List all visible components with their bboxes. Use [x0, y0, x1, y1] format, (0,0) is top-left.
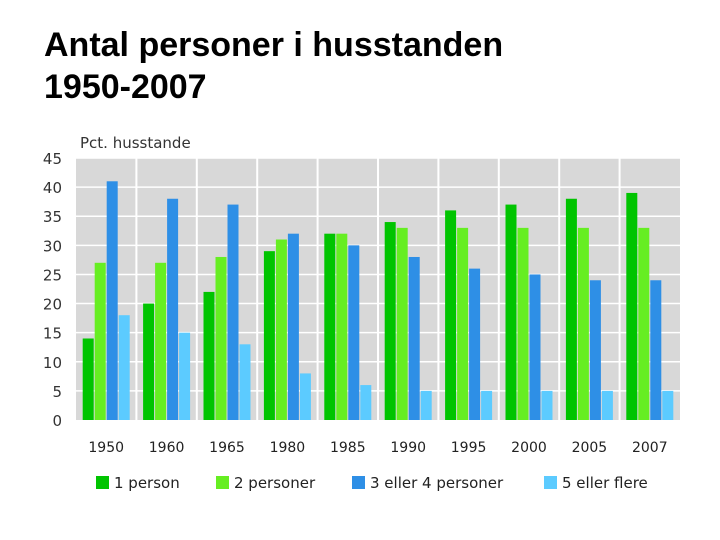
bar-2007-series-3	[650, 280, 662, 420]
bar-1950-series-1	[82, 338, 94, 420]
bar-1980-series-4	[299, 373, 311, 420]
bar-2007-series-4	[662, 390, 674, 420]
bar-1950-series-2	[94, 262, 106, 420]
y-tick-label: 5	[52, 383, 62, 401]
x-tick-label: 1985	[330, 440, 366, 456]
bar-1980-series-1	[263, 251, 275, 420]
bar-1995-series-1	[445, 210, 457, 420]
legend: 1 person 2 personer 3 eller 4 personer 5 el…	[96, 474, 648, 492]
bar-1965-series-2	[215, 256, 227, 420]
bar-1965-series-4	[239, 344, 251, 420]
x-tick-label: 1960	[149, 440, 185, 456]
x-tick-label: 1965	[209, 440, 245, 456]
y-axis-label: Pct. husstande	[80, 134, 191, 152]
y-tick-label: 15	[43, 325, 62, 343]
bar-1985-series-4	[360, 385, 372, 420]
x-tick-label: 2000	[511, 440, 547, 456]
bar-1985-series-1	[324, 233, 336, 420]
title-line-2: 1950-2007	[44, 68, 207, 106]
bar-1980-series-3	[287, 233, 299, 420]
legend-swatch-4	[544, 476, 557, 489]
bar-1990-series-2	[396, 227, 408, 420]
bar-2007-series-2	[638, 227, 650, 420]
title-line-1: Antal personer i husstanden	[44, 26, 504, 64]
x-tick-label: 1980	[270, 440, 306, 456]
x-tick-label: 1995	[451, 440, 487, 456]
y-tick-label: 30	[43, 237, 62, 255]
bar-1990-series-3	[408, 256, 420, 420]
bar-1950-series-3	[106, 181, 118, 420]
bar-1965-series-3	[227, 204, 239, 420]
bar-1960-series-2	[155, 262, 167, 420]
legend-label-4: 5 eller flere	[562, 474, 648, 492]
x-tick-label: 2005	[572, 440, 608, 456]
legend-swatch-3	[352, 476, 365, 489]
bar-1985-series-3	[348, 245, 360, 420]
legend-label-1: 1 person	[114, 474, 180, 492]
bar-2005-series-4	[601, 390, 613, 420]
bar-1960-series-3	[167, 198, 179, 420]
bar-2000-series-2	[517, 227, 529, 420]
x-tick-label: 1950	[88, 440, 124, 456]
x-tick-label: 1990	[390, 440, 426, 456]
bar-1990-series-4	[420, 390, 432, 420]
bar-2000-series-4	[541, 390, 553, 420]
y-tick-label: 40	[43, 179, 62, 197]
bar-1995-series-3	[469, 268, 481, 420]
bar-1995-series-4	[481, 390, 493, 420]
bar-2005-series-1	[565, 198, 577, 420]
bars	[82, 181, 674, 420]
bar-1980-series-2	[275, 239, 287, 420]
y-tick-label: 0	[52, 412, 62, 430]
bar-1990-series-1	[384, 222, 396, 420]
x-tick-label: 2007	[632, 440, 668, 456]
legend-label-3: 3 eller 4 personer	[370, 474, 504, 492]
legend-swatch-1	[96, 476, 109, 489]
bar-1960-series-1	[143, 303, 155, 420]
y-tick-label: 10	[43, 354, 62, 372]
y-tick-label: 45	[43, 150, 62, 168]
y-axis-ticks: 0 5 10 15 20 25 30 35 40 45	[43, 150, 62, 430]
bar-2005-series-2	[577, 227, 589, 420]
bar-2007-series-1	[626, 192, 638, 420]
y-tick-label: 20	[43, 296, 62, 314]
y-tick-label: 25	[43, 266, 62, 284]
legend-label-2: 2 personer	[234, 474, 316, 492]
bar-1950-series-4	[118, 315, 130, 420]
legend-swatch-2	[216, 476, 229, 489]
slide-title: Antal personer i husstanden 1950-2007	[44, 24, 503, 108]
bar-1965-series-1	[203, 291, 215, 420]
x-axis-ticks: 1950 1960 1965 1980 1985 1990 1995 2000 2005 2007	[88, 440, 667, 456]
bar-1985-series-2	[336, 233, 348, 420]
bar-1995-series-2	[457, 227, 469, 420]
bar-2000-series-1	[505, 204, 517, 420]
bar-2005-series-3	[589, 280, 601, 420]
bar-1960-series-4	[179, 332, 191, 420]
bar-2000-series-3	[529, 274, 541, 420]
y-tick-label: 35	[43, 208, 62, 226]
